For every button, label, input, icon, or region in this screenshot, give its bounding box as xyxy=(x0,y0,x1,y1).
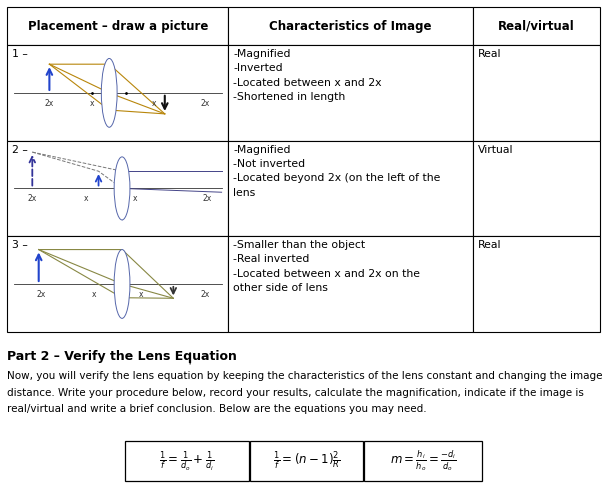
Text: 2x: 2x xyxy=(201,98,210,108)
Bar xyxy=(125,441,249,481)
Text: Virtual: Virtual xyxy=(478,145,514,154)
Text: 2x: 2x xyxy=(45,98,54,108)
Bar xyxy=(250,441,362,481)
Ellipse shape xyxy=(114,157,130,220)
Bar xyxy=(228,236,473,332)
Text: -Magnified
-Inverted
-Located between x and 2x
-Shortened in length: -Magnified -Inverted -Located between x … xyxy=(233,49,382,102)
Bar xyxy=(228,7,473,45)
Text: 2x: 2x xyxy=(201,290,210,299)
Bar xyxy=(364,441,482,481)
Text: 2x: 2x xyxy=(203,194,212,203)
Text: real/virtual and write a brief conclusion. Below are the equations you may need.: real/virtual and write a brief conclusio… xyxy=(7,404,427,414)
Text: $\frac{1}{f} = \frac{1}{d_o} + \frac{1}{d_i}$: $\frac{1}{f} = \frac{1}{d_o} + \frac{1}{… xyxy=(160,449,214,473)
Text: 2x: 2x xyxy=(28,194,37,203)
Text: 2 –: 2 – xyxy=(12,145,28,154)
Text: $m = \frac{h_i}{h_o} = \frac{-d_i}{d_o}$: $m = \frac{h_i}{h_o} = \frac{-d_i}{d_o}$ xyxy=(390,449,456,473)
Text: Part 2 – Verify the Lens Equation: Part 2 – Verify the Lens Equation xyxy=(7,350,237,364)
Text: x: x xyxy=(92,290,97,299)
Text: 3 –: 3 – xyxy=(12,240,28,250)
Bar xyxy=(228,45,473,141)
Text: -Smaller than the object
-Real inverted
-Located between x and 2x on the
other s: -Smaller than the object -Real inverted … xyxy=(233,240,420,294)
Bar xyxy=(473,236,600,332)
Ellipse shape xyxy=(114,249,130,318)
Bar xyxy=(473,141,600,236)
Text: Now, you will verify the lens equation by keeping the characteristics of the len: Now, you will verify the lens equation b… xyxy=(7,371,603,381)
Text: 2x: 2x xyxy=(36,290,46,299)
Text: Placement – draw a picture: Placement – draw a picture xyxy=(27,20,208,33)
Text: Real/virtual: Real/virtual xyxy=(498,20,575,33)
Bar xyxy=(473,45,600,141)
Text: distance. Write your procedure below, record your results, calculate the magnifi: distance. Write your procedure below, re… xyxy=(7,388,584,397)
Text: $\frac{1}{f} = (n-1)\frac{2}{R}$: $\frac{1}{f} = (n-1)\frac{2}{R}$ xyxy=(273,450,340,472)
Bar xyxy=(7,141,228,236)
Text: Characteristics of Image: Characteristics of Image xyxy=(270,20,432,33)
Bar xyxy=(7,236,228,332)
Text: Real: Real xyxy=(478,49,501,59)
Text: x: x xyxy=(139,290,143,299)
Bar xyxy=(473,7,600,45)
Text: x: x xyxy=(132,194,137,203)
Text: Real: Real xyxy=(478,240,501,250)
Ellipse shape xyxy=(101,58,117,127)
Text: |: | xyxy=(187,351,191,365)
Text: -Magnified
-Not inverted
-Located beyond 2x (on the left of the
lens: -Magnified -Not inverted -Located beyond… xyxy=(233,145,441,198)
Bar xyxy=(7,7,228,45)
Text: x: x xyxy=(84,194,88,203)
Text: x: x xyxy=(152,98,157,108)
Bar xyxy=(228,141,473,236)
Text: x: x xyxy=(90,98,94,108)
Text: 1 –: 1 – xyxy=(12,49,28,59)
Bar xyxy=(7,45,228,141)
